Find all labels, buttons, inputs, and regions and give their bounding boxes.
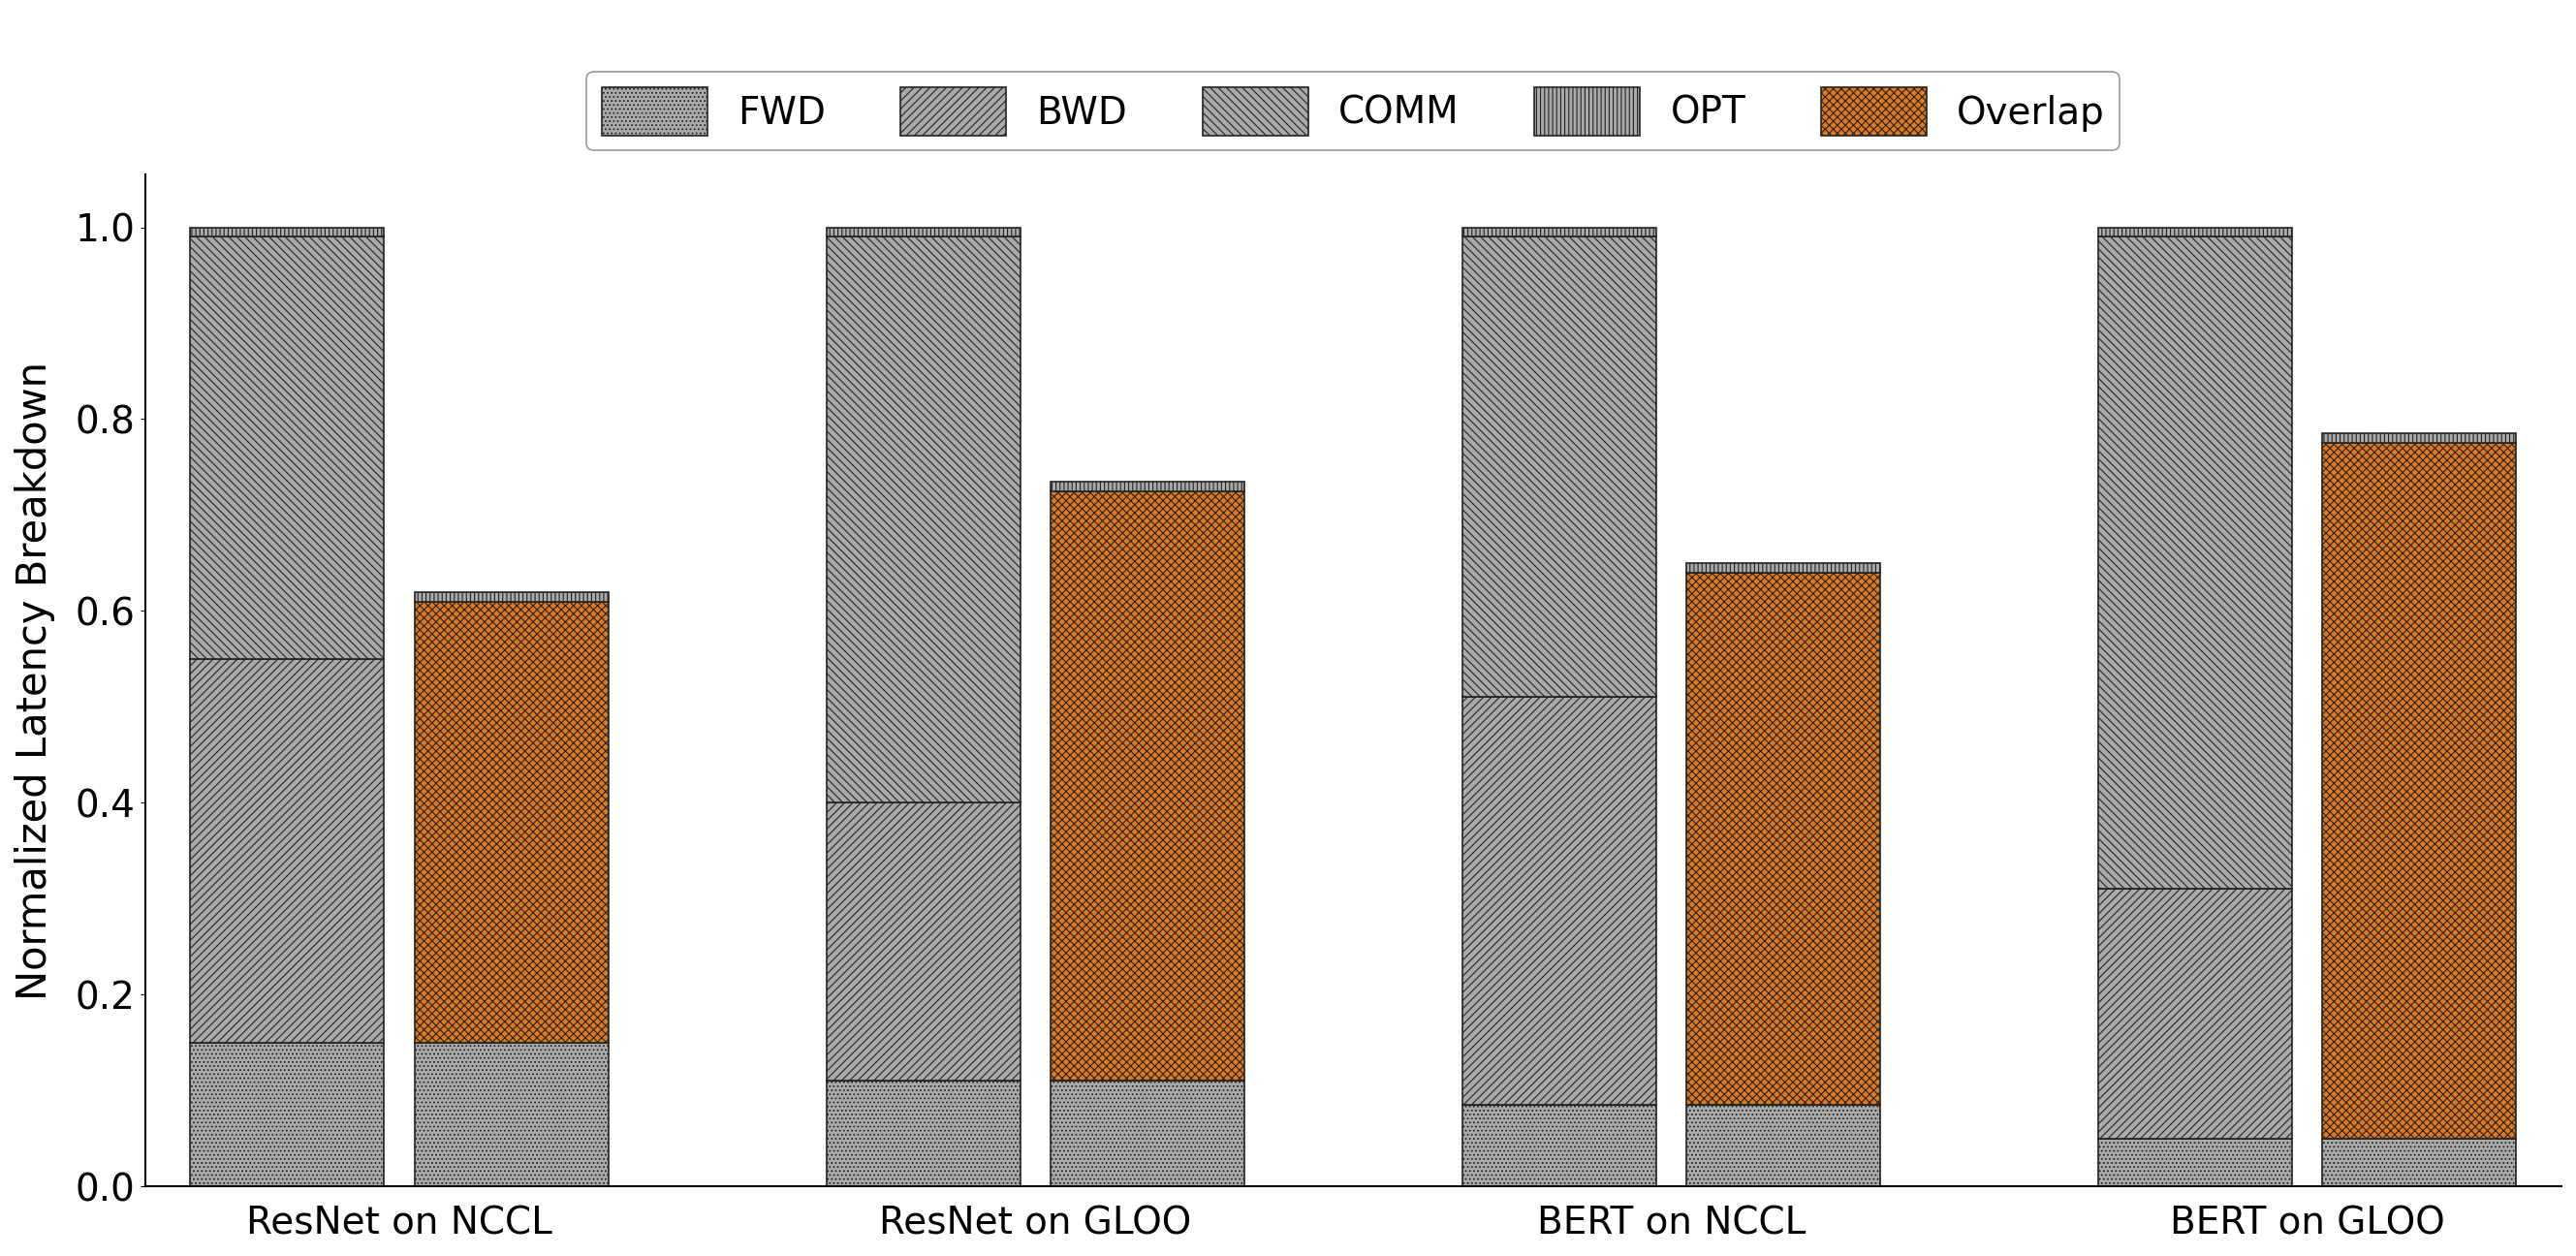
Bar <box>1687 563 1880 573</box>
Bar <box>2097 889 2293 1138</box>
Bar <box>1463 237 1656 697</box>
Bar <box>191 227 384 237</box>
Bar <box>1463 227 1656 237</box>
Bar <box>191 237 384 659</box>
Bar <box>191 1042 384 1187</box>
Bar <box>1051 481 1244 491</box>
Bar <box>415 602 608 1042</box>
Bar <box>2321 433 2517 443</box>
Y-axis label: Normalized Latency Breakdown: Normalized Latency Breakdown <box>15 362 54 1000</box>
Bar <box>191 659 384 1042</box>
Bar <box>2097 227 2293 237</box>
Bar <box>2097 237 2293 889</box>
Legend: FWD, BWD, COMM, OPT, Overlap: FWD, BWD, COMM, OPT, Overlap <box>587 72 2120 151</box>
Bar <box>1463 1105 1656 1187</box>
Bar <box>1051 1081 1244 1187</box>
Bar <box>415 1042 608 1187</box>
Bar <box>2321 1138 2517 1187</box>
Bar <box>827 803 1020 1081</box>
Bar <box>1463 697 1656 1105</box>
Bar <box>2321 443 2517 1138</box>
Bar <box>1687 1105 1880 1187</box>
Bar <box>2097 1138 2293 1187</box>
Bar <box>1687 573 1880 1105</box>
Bar <box>1051 491 1244 1081</box>
Bar <box>415 592 608 602</box>
Bar <box>827 227 1020 237</box>
Bar <box>827 237 1020 803</box>
Bar <box>827 1081 1020 1187</box>
